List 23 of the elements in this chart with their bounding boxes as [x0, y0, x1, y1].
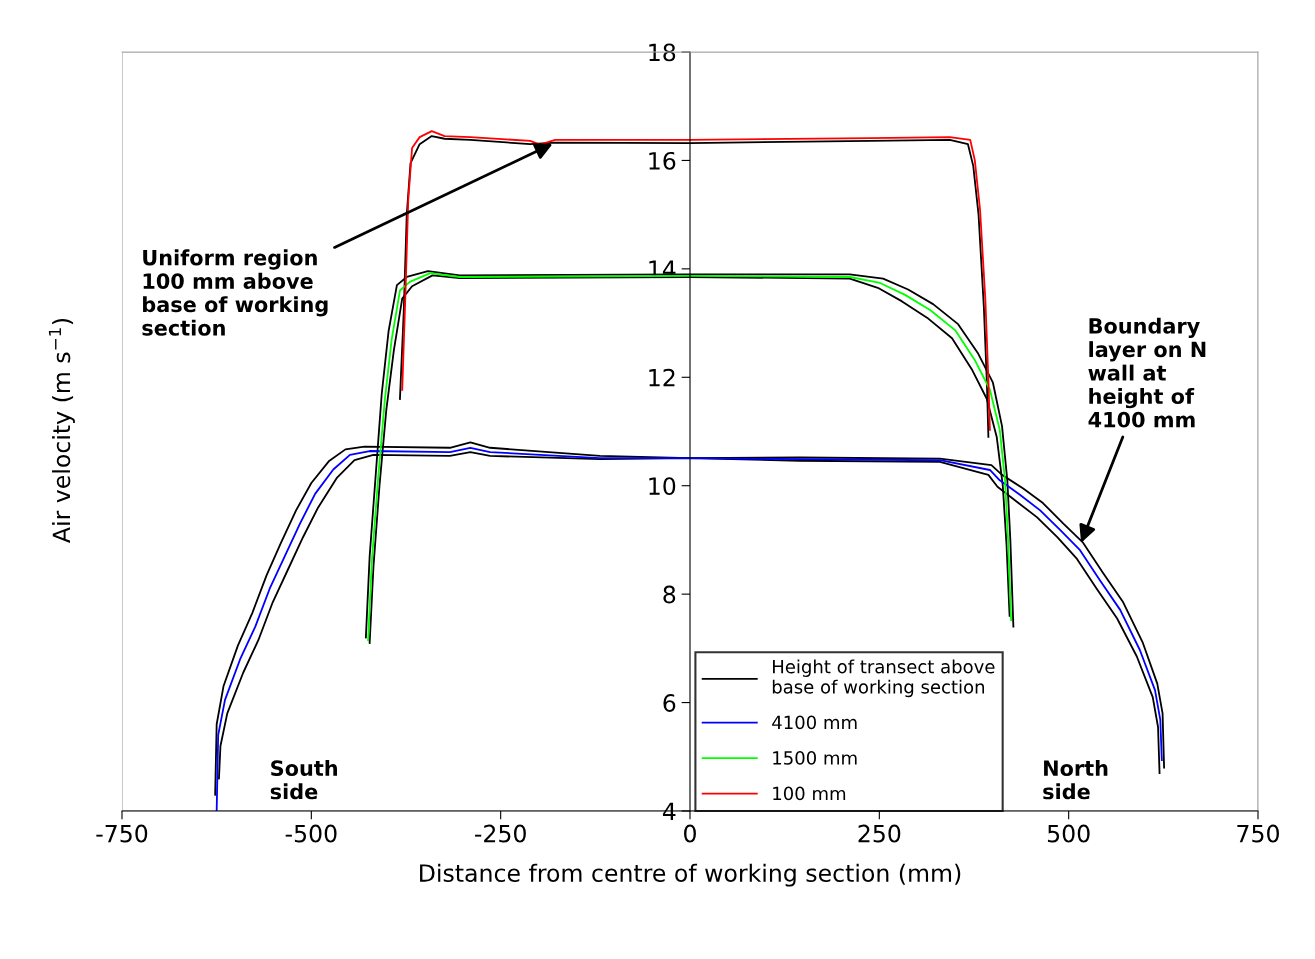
y-tick-label: 6 — [663, 694, 676, 712]
annotation: Boundary layer on N wall at height of 4100 mm — [1088, 317, 1206, 428]
legend-label: 4100 mm — [772, 715, 857, 730]
legend-label: 1500 mm — [773, 751, 857, 765]
x-tick-label: 0 — [684, 824, 696, 843]
x-tick-label: 250 — [858, 824, 901, 843]
legend-label: Height of transect above base of working section — [772, 659, 995, 698]
y-axis-title: Air velocity (m s$^{−1}$) — [48, 318, 75, 543]
annotation: North side — [1043, 759, 1108, 800]
x-tick-label: 500 — [1047, 824, 1090, 843]
x-axis-title: Distance from centre of working section (mm) — [420, 863, 961, 887]
y-tick-label: 8 — [663, 585, 676, 604]
legend-label: 100 mm — [773, 786, 846, 801]
y-tick-label: 10 — [649, 477, 676, 496]
y-tick-label: 18 — [649, 43, 676, 62]
x-tick-label: 750 — [1237, 824, 1279, 843]
x-tick-label: -500 — [285, 824, 337, 843]
annotation: South side — [270, 759, 337, 800]
annotation: Uniform region 100 mm above base of working section — [142, 249, 328, 336]
x-tick-label: -250 — [475, 824, 526, 843]
x-tick-label: -750 — [96, 824, 148, 843]
y-tick-label: 12 — [649, 368, 675, 387]
y-tick-label: 16 — [649, 151, 676, 170]
